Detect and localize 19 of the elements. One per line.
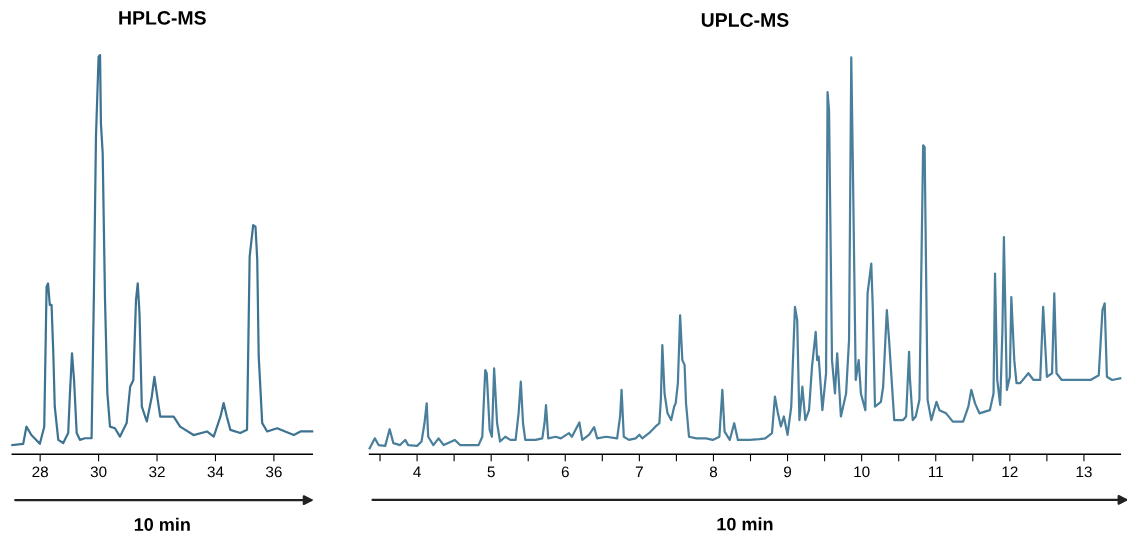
x-tick-label: 8 bbox=[709, 466, 718, 478]
x-tick-label: 10 bbox=[854, 466, 870, 478]
x-tick-label: 30 bbox=[90, 466, 107, 478]
x-tick-label: 12 bbox=[1002, 466, 1018, 478]
x-tick-label: 4 bbox=[413, 466, 421, 478]
x-tick-label: 34 bbox=[207, 466, 224, 478]
text: 10 min bbox=[717, 517, 773, 531]
x-tick-label: 28 bbox=[32, 466, 48, 478]
x-tick-label: 36 bbox=[265, 466, 282, 478]
x-tick-label: 11 bbox=[928, 466, 943, 478]
x-tick-label: 5 bbox=[487, 466, 495, 478]
chart-title: UPLC-MS bbox=[701, 13, 789, 27]
x-tick-label: 7 bbox=[635, 466, 643, 478]
x-tick-label: 9 bbox=[784, 466, 792, 478]
text: 10 min bbox=[134, 517, 190, 531]
x-tick-label: 32 bbox=[149, 466, 165, 478]
x-tick-label: 6 bbox=[561, 466, 569, 478]
chart-title: HPLC-MS bbox=[119, 10, 206, 25]
x-tick-label: 13 bbox=[1076, 466, 1092, 478]
